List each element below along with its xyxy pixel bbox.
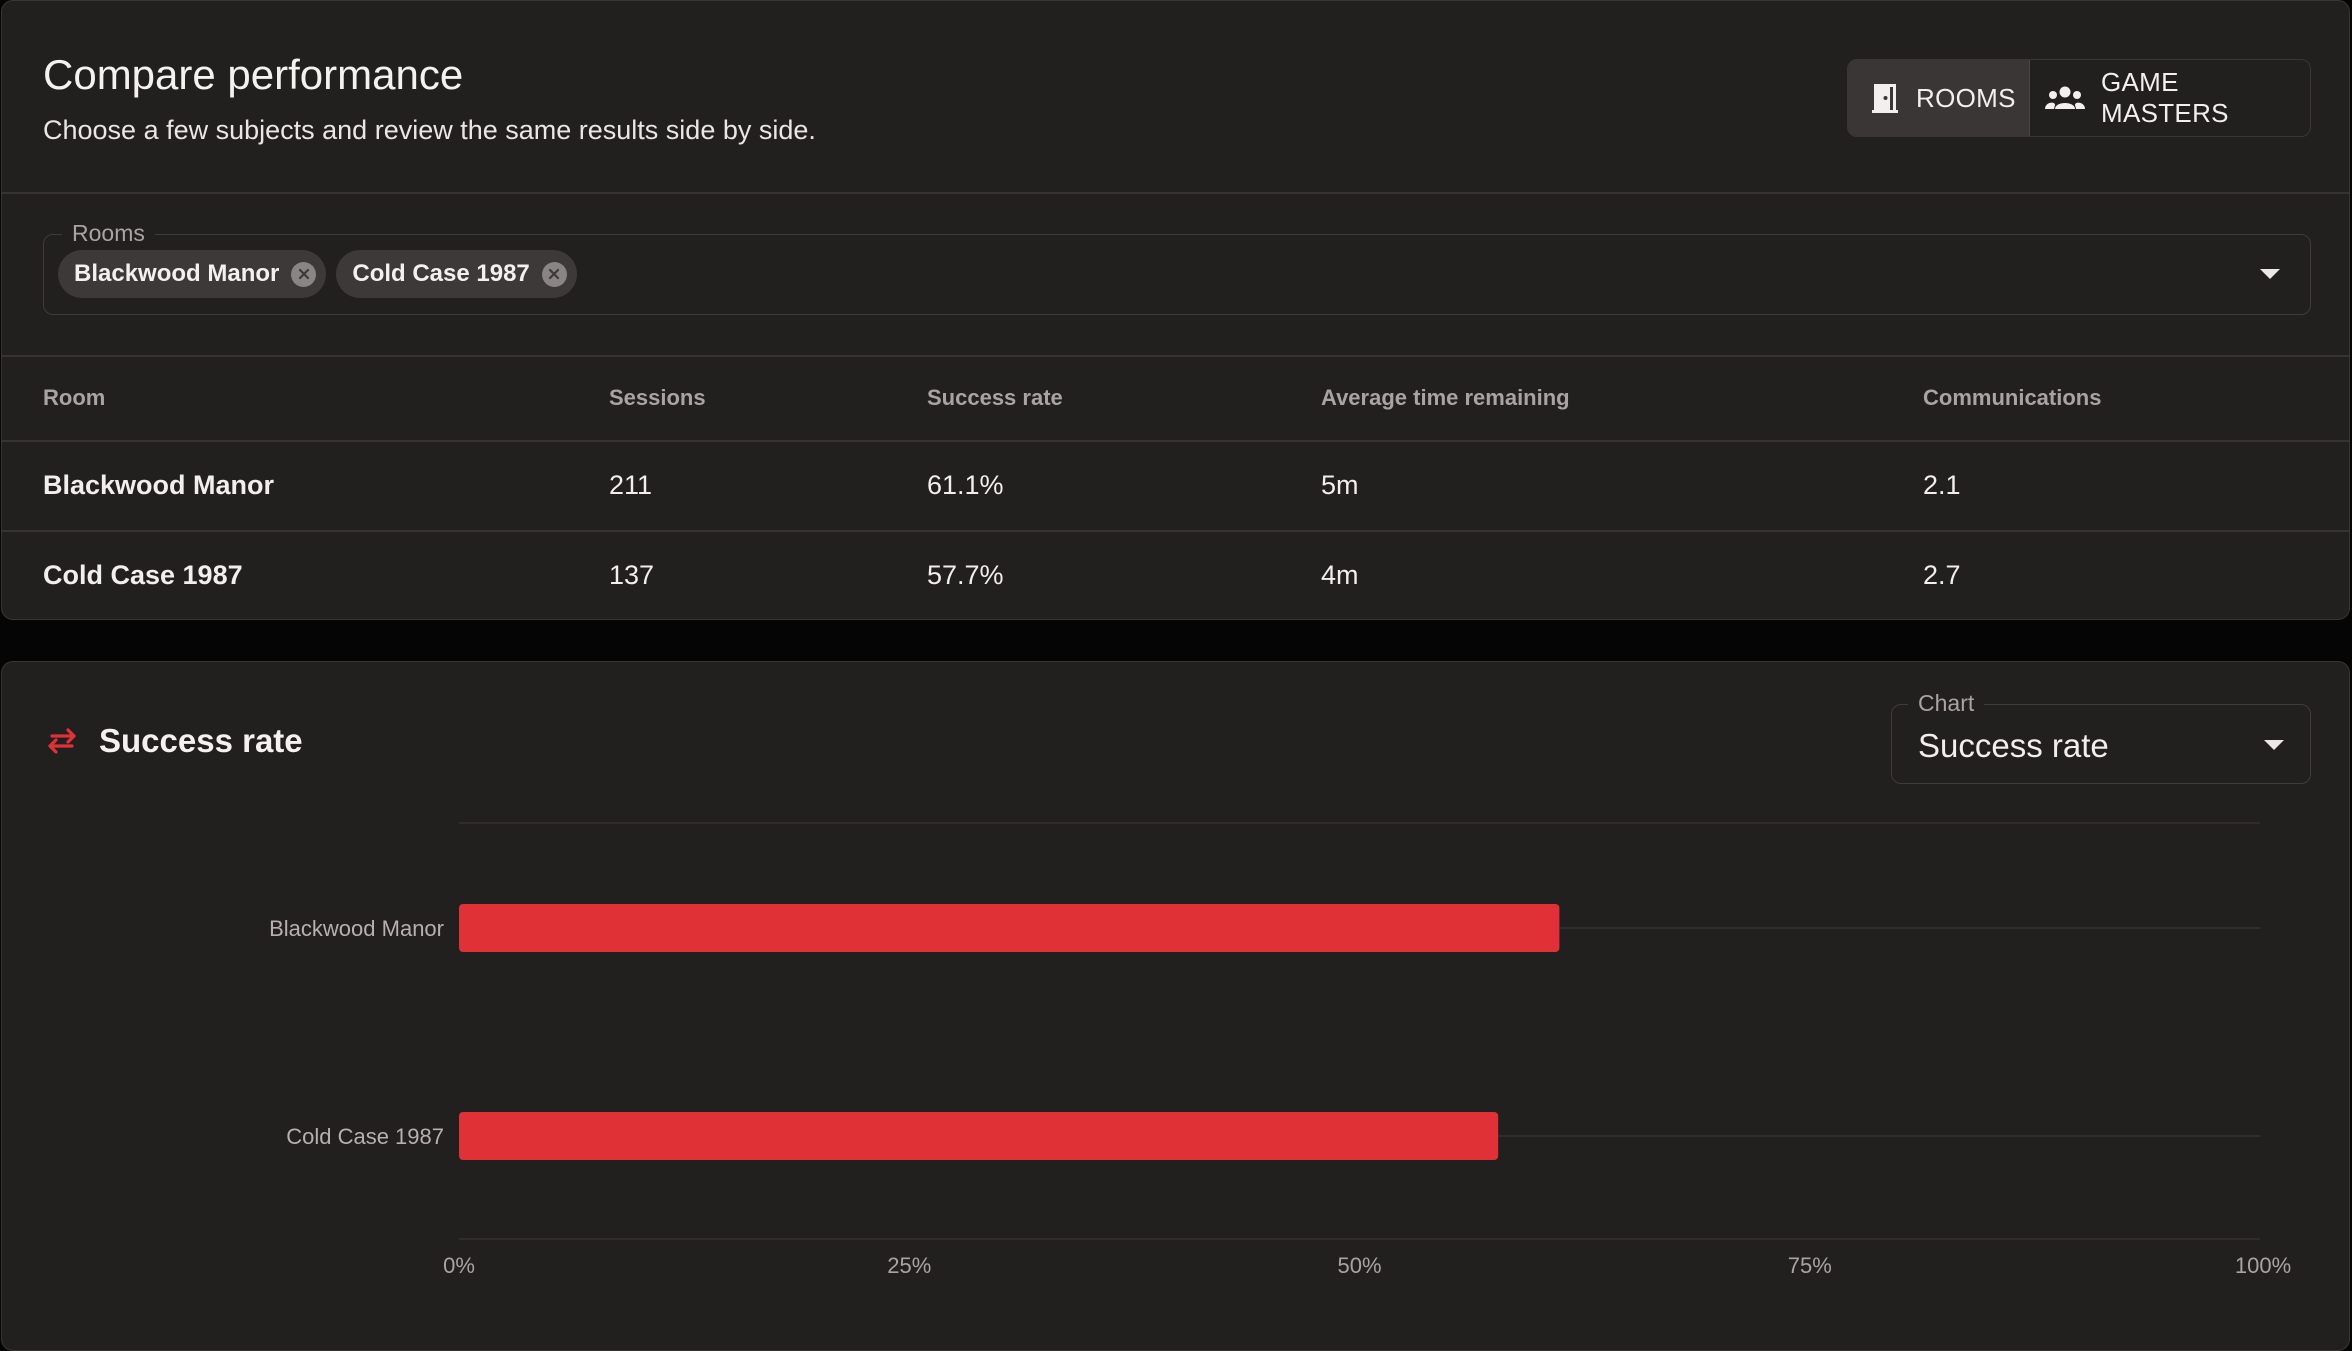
group-icon [2045,86,2085,109]
cell-success-rate: 61.1% [927,470,1004,500]
cell-avg-time: 5m [1321,470,1359,500]
cell-room: Blackwood Manor [43,470,275,500]
game-masters-toggle-label: GAME MASTERS [2101,67,2229,128]
door-icon [1872,84,1898,113]
x-tick-label: 100% [2235,1253,2291,1278]
chart-title: Success rate [99,722,303,759]
rooms-toggle-button[interactable]: ROOMS [1848,60,2030,136]
bar [459,904,1560,952]
column-header-room[interactable]: Room [43,385,106,410]
divider [2,355,2349,357]
game-masters-toggle-button[interactable]: GAME MASTERS [2030,60,2310,136]
chevron-down-icon[interactable] [2264,740,2284,750]
chip-remove-icon[interactable] [291,261,317,287]
chip-remove-icon[interactable] [541,261,567,287]
chart-select-legend: Chart [1908,690,1985,716]
cell-room: Cold Case 1987 [43,560,243,590]
cell-sessions: 211 [609,470,653,500]
divider [2,192,2349,194]
rooms-multiselect-legend: Rooms [62,220,155,246]
chart-panel: Success rate Chart Success rate Blackwoo… [1,661,2350,1351]
subject-toggle: ROOMS GAME MASTERS [1847,59,2311,137]
column-header-avg-time-remaining[interactable]: Average time remaining [1321,385,1570,410]
x-tick-label: 25% [887,1253,931,1278]
cell-communications: 2.7 [1923,560,1961,590]
bar [459,1112,1499,1160]
cell-avg-time: 4m [1321,560,1359,590]
page-subtitle: Choose a few subjects and review the sam… [43,115,816,145]
x-tick-label: 50% [1337,1253,1381,1278]
category-label: Blackwood Manor [269,916,444,941]
chart-metric-select[interactable]: Chart Success rate [1891,690,2311,784]
chip-cold-case-1987[interactable]: Cold Case 1987 [336,250,577,298]
divider [2,440,2349,442]
chip-label: Cold Case 1987 [352,260,530,287]
chart-select-value: Success rate [1918,727,2109,764]
chip-label: Blackwood Manor [74,260,280,287]
rooms-toggle-label: ROOMS [1916,82,2016,113]
bar-chart: Blackwood Manor Cold Case 1987 0% 25% 50% 75%… [269,822,2291,1278]
x-tick-label: 75% [1788,1253,1832,1278]
chevron-down-icon[interactable] [2260,269,2280,279]
cell-communications: 2.1 [1923,470,1961,500]
swap-arrows-icon [48,728,76,754]
column-header-sessions[interactable]: Sessions [609,385,706,410]
compare-panel: Compare performance Choose a few subject… [1,0,2350,620]
chip-blackwood-manor[interactable]: Blackwood Manor [58,250,327,298]
cell-success-rate: 57.7% [927,560,1004,590]
divider [2,530,2349,532]
x-tick-label: 0% [443,1253,475,1278]
column-header-success-rate[interactable]: Success rate [927,385,1063,410]
category-label: Cold Case 1987 [286,1124,444,1149]
rooms-multiselect[interactable]: Rooms Blackwood Manor Cold Case 1987 [43,220,2311,315]
cell-sessions: 137 [609,560,655,590]
page-title: Compare performance [43,51,464,98]
column-header-communications[interactable]: Communications [1923,385,2102,410]
